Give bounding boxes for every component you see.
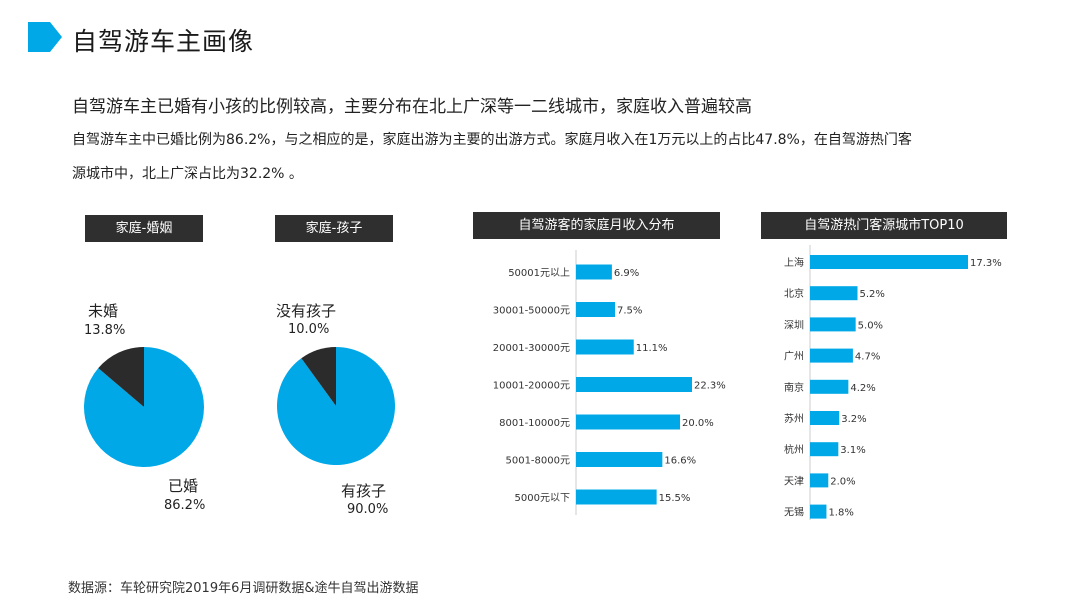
income-category-label: 10001-20000元 [493, 381, 570, 392]
income-category-label: 50001元以上 [508, 267, 570, 279]
city-value-label: 1.8% [828, 508, 853, 519]
pie-label-unmarried: 未婚 [88, 302, 119, 320]
city-value-label: 3.1% [840, 445, 865, 456]
city-bar [810, 348, 853, 363]
pie-value-unmarried: 13.8% [84, 323, 126, 338]
city-category-label: 杭州 [784, 443, 804, 456]
city-bar [810, 286, 858, 301]
page-title: 自驾游车主画像 [72, 27, 255, 56]
marriage-slice-major [83, 347, 204, 467]
city-value-label: 17.3% [970, 258, 1002, 269]
income-bar [576, 302, 616, 317]
income-value-label: 7.5% [617, 306, 642, 317]
income-category-label: 5001-8000元 [505, 456, 570, 467]
income-bar [576, 264, 612, 280]
pie-label-has-kids: 有孩子 [341, 482, 387, 500]
city-category-label: 上海 [784, 256, 804, 269]
income-category-label: 8001-10000元 [499, 418, 570, 429]
income-category-label: 30001-50000元 [493, 306, 570, 317]
income-category-label: 20001-30000元 [493, 343, 570, 354]
city-bar [810, 379, 849, 394]
city-bar [810, 411, 840, 425]
city-value-label: 5.0% [858, 320, 883, 331]
city-bar [810, 504, 827, 519]
city-category-label: 北京 [784, 287, 804, 300]
cities-chart-title: 自驾游热门客源城市TOP10 [761, 212, 1007, 239]
city-bar [810, 473, 829, 488]
income-bar [576, 452, 663, 467]
city-category-label: 苏州 [784, 412, 804, 425]
city-category-label: 天津 [784, 475, 804, 487]
marriage-pie-chart [83, 347, 204, 467]
city-value-label: 2.0% [830, 476, 855, 487]
income-bar-chart: 50001元以上 6.9% 30001-50000元 7.5% 20001-30000元… [493, 250, 726, 515]
income-bar [576, 377, 692, 392]
income-category-label: 5000元以下 [515, 493, 570, 504]
city-category-label: 深圳 [784, 319, 804, 331]
kids-pie-chart [277, 347, 395, 465]
pie-value-married: 86.2% [164, 498, 206, 513]
cities-bar-chart: 上海 17.3% 北京 5.2% 深圳 5.0% 广州 4.7% 南京 4.2% 苏州 3.2% 杭州 3… [784, 245, 1002, 520]
pie-value-has-kids: 90.0% [347, 502, 389, 517]
city-bar [810, 317, 856, 332]
title-accent-icon [28, 22, 62, 52]
city-category-label: 广州 [784, 351, 804, 363]
city-value-label: 4.2% [850, 383, 875, 394]
city-value-label: 4.7% [855, 352, 880, 363]
pie-label-no-kids: 没有孩子 [276, 302, 337, 320]
data-source-note: 数据源：车轮研究院2019年6月调研数据&途牛自驾出游数据 [68, 581, 419, 596]
marriage-slice-minor [98, 347, 144, 407]
income-bar [576, 489, 657, 505]
income-chart-title: 自驾游客的家庭月收入分布 [473, 212, 720, 239]
city-bar [810, 255, 968, 269]
city-value-label: 3.2% [841, 414, 866, 425]
body-text-line-1: 自驾游车主中已婚比例为86.2%，与之相应的是，家庭出游为主要的出游方式。家庭月… [72, 132, 912, 148]
income-value-label: 16.6% [664, 456, 696, 467]
city-value-label: 5.2% [859, 289, 884, 300]
kids-chart-title: 家庭-孩子 [275, 215, 393, 242]
income-value-label: 22.3% [694, 381, 726, 392]
income-bar [576, 339, 634, 355]
city-category-label: 无锡 [784, 506, 804, 519]
income-bar [576, 414, 681, 430]
income-value-label: 20.0% [682, 418, 714, 429]
income-value-label: 11.1% [636, 343, 668, 354]
marriage-chart-title: 家庭-婚姻 [85, 215, 203, 242]
body-text-line-2: 源城市中，北上广深占比为32.2% 。 [72, 166, 303, 182]
city-category-label: 南京 [784, 381, 804, 394]
kids-slice-minor [301, 347, 336, 406]
income-value-label: 15.5% [659, 493, 691, 504]
city-bar [810, 442, 839, 457]
pie-value-no-kids: 10.0% [288, 322, 330, 337]
income-value-label: 6.9% [614, 268, 639, 279]
pie-label-married: 已婚 [168, 477, 199, 495]
headline: 自驾游车主已婚有小孩的比例较高，主要分布在北上广深等一二线城市，家庭收入普遍较高 [72, 97, 752, 117]
